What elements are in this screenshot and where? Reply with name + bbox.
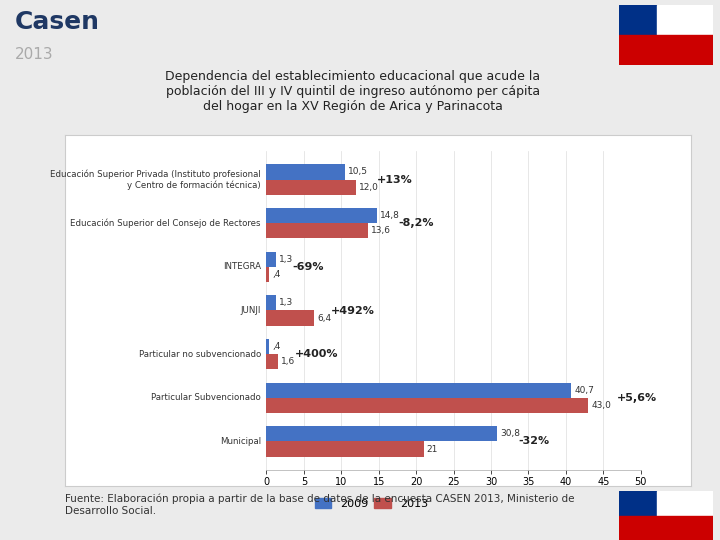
Bar xyxy=(657,491,713,516)
Text: 10,5: 10,5 xyxy=(348,167,368,177)
Bar xyxy=(266,180,356,195)
Text: -8,2%: -8,2% xyxy=(398,218,433,228)
Bar xyxy=(266,223,368,239)
Text: ,4: ,4 xyxy=(272,342,281,351)
Text: 21: 21 xyxy=(427,444,438,454)
Text: ,4: ,4 xyxy=(272,270,281,279)
Text: JUNJI: JUNJI xyxy=(240,306,261,315)
Text: 14,8: 14,8 xyxy=(380,211,400,220)
Text: Casen: Casen xyxy=(14,10,99,34)
Text: Particular Subvencionado: Particular Subvencionado xyxy=(151,393,261,402)
Text: 1,3: 1,3 xyxy=(279,299,293,307)
Bar xyxy=(266,252,276,267)
Bar xyxy=(619,35,713,65)
Text: +400%: +400% xyxy=(295,349,338,359)
Text: +5,6%: +5,6% xyxy=(617,393,657,403)
Bar xyxy=(266,267,269,282)
Text: Municipal: Municipal xyxy=(220,437,261,446)
Text: Educación Superior del Consejo de Rectores: Educación Superior del Consejo de Rector… xyxy=(71,219,261,228)
Text: 13,6: 13,6 xyxy=(372,226,391,235)
Text: 12,0: 12,0 xyxy=(359,183,379,192)
Text: +13%: +13% xyxy=(377,174,413,185)
Text: 1,3: 1,3 xyxy=(279,255,293,264)
Bar xyxy=(266,441,423,457)
Text: 43,0: 43,0 xyxy=(591,401,611,410)
Legend: 2009, 2013: 2009, 2013 xyxy=(310,494,432,514)
Text: -69%: -69% xyxy=(292,262,324,272)
Text: 2013: 2013 xyxy=(14,46,53,62)
Text: Fuente: Elaboración propia a partir de la base de datos de la encuesta CASEN 201: Fuente: Elaboración propia a partir de l… xyxy=(65,494,575,516)
Bar xyxy=(266,426,497,441)
Bar xyxy=(266,295,276,310)
Text: 40,7: 40,7 xyxy=(574,386,594,395)
Bar xyxy=(657,5,713,35)
Text: 6,4: 6,4 xyxy=(318,314,331,322)
Text: INTEGRA: INTEGRA xyxy=(222,262,261,272)
Bar xyxy=(266,382,571,398)
Text: 30,8: 30,8 xyxy=(500,429,520,438)
Bar xyxy=(266,208,377,223)
Text: Particular no subvencionado: Particular no subvencionado xyxy=(138,349,261,359)
Text: Educación Superior Privada (Instituto profesional
y Centro de formación técnica): Educación Superior Privada (Instituto pr… xyxy=(50,170,261,190)
Bar xyxy=(619,491,657,516)
Bar xyxy=(266,310,315,326)
Bar xyxy=(266,164,345,180)
Bar xyxy=(266,398,588,413)
Bar xyxy=(619,516,713,540)
Text: 1,6: 1,6 xyxy=(282,357,296,366)
Text: +492%: +492% xyxy=(330,306,374,315)
Bar xyxy=(619,5,657,35)
Text: Dependencia del establecimiento educacional que acude la
población del III y IV : Dependencia del establecimiento educacio… xyxy=(165,70,541,113)
Bar xyxy=(266,339,269,354)
Bar xyxy=(266,354,279,369)
Text: -32%: -32% xyxy=(518,436,549,447)
